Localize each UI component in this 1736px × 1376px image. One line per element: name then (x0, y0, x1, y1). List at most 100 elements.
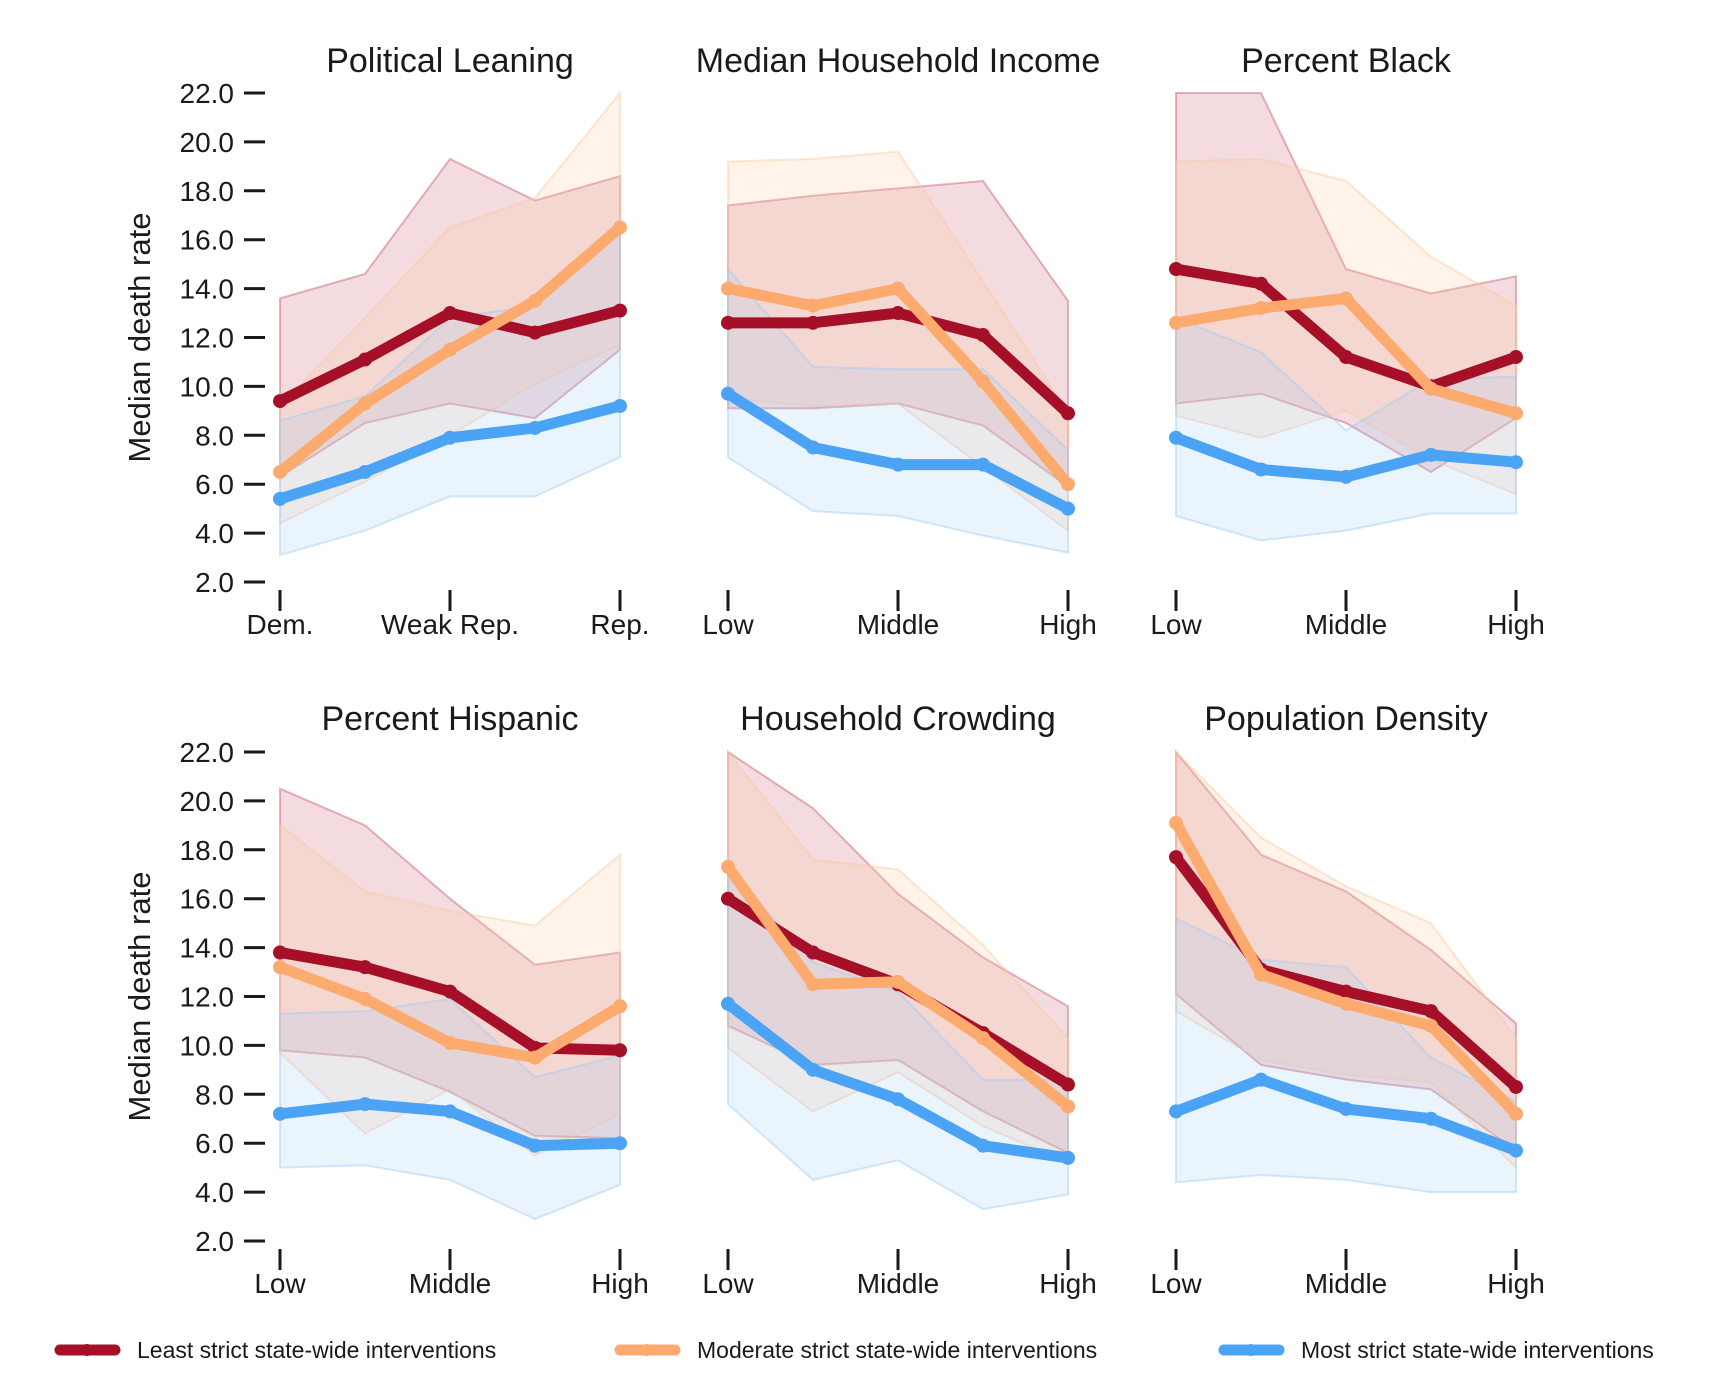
panel-title: Percent Black (1241, 42, 1452, 80)
point-most (528, 1138, 542, 1153)
point-moderate (891, 281, 905, 296)
point-moderate (443, 1035, 457, 1050)
y-tick-label: 10.0 (180, 371, 235, 402)
point-most (891, 457, 905, 472)
panel-2: Median Household Income Low Middle High (696, 42, 1100, 640)
point-most (358, 464, 372, 479)
point-most (1424, 1111, 1438, 1126)
y-tick-label: 6.0 (195, 1128, 234, 1159)
x-tick-label: High (591, 1268, 649, 1299)
point-moderate (1169, 815, 1183, 830)
point-most (1254, 462, 1268, 477)
legend-marker-most (1245, 1344, 1257, 1356)
point-least (976, 328, 990, 343)
point-moderate (528, 293, 542, 308)
panel-5: Household Crowding Low Middle High (702, 700, 1096, 1299)
x-tick-label: Rep. (590, 609, 649, 640)
point-least (721, 315, 735, 330)
band-moderate (727, 150, 1069, 533)
y-tick-label: 18.0 (180, 835, 235, 866)
point-least (528, 325, 542, 340)
y-tick-label: 6.0 (195, 469, 234, 500)
y-tick-label: 4.0 (195, 1177, 234, 1208)
x-tick-label: Middle (857, 1268, 939, 1299)
band-most (727, 266, 1069, 554)
point-most (1424, 447, 1438, 462)
point-most (976, 457, 990, 472)
y-tick-label: 22.0 (180, 737, 235, 768)
point-moderate (1169, 315, 1183, 330)
panel-3: Percent Black Low Middle High (1150, 42, 1544, 640)
point-moderate (1509, 1106, 1523, 1121)
x-tick-label: High (1039, 609, 1097, 640)
x-tick-label: High (1487, 1268, 1545, 1299)
point-most (1061, 1150, 1075, 1165)
legend-marker-moderate (641, 1344, 653, 1356)
point-least (1254, 276, 1268, 291)
x-tick-label: Low (702, 1268, 754, 1299)
point-moderate (358, 396, 372, 411)
y-tick-label: 8.0 (195, 1079, 234, 1110)
point-least (613, 1043, 627, 1058)
band-moderate (1175, 158, 1517, 496)
point-most (1339, 469, 1353, 484)
point-moderate (976, 374, 990, 389)
point-most (613, 398, 627, 413)
legend-label: Least strict state-wide interventions (137, 1337, 496, 1363)
point-most (891, 1092, 905, 1107)
point-moderate (976, 1031, 990, 1046)
panel-title: Household Crowding (740, 700, 1056, 738)
point-least (443, 306, 457, 321)
point-least (443, 984, 457, 999)
point-moderate (358, 991, 372, 1006)
point-least (1061, 1077, 1075, 1092)
y-tick-label: 16.0 (180, 884, 235, 915)
point-moderate (891, 974, 905, 989)
point-least (273, 394, 287, 409)
point-least (1424, 1004, 1438, 1019)
band-moderate (1175, 749, 1517, 1171)
panel-6: Population Density Low Middle High (1150, 700, 1544, 1299)
x-tick-label: Middle (1305, 609, 1387, 640)
y-tick-label: 14.0 (180, 274, 235, 305)
point-moderate (721, 859, 735, 874)
y-tick-label: 20.0 (180, 786, 235, 817)
x-tick-label: Weak Rep. (381, 609, 519, 640)
point-most (1509, 1143, 1523, 1158)
legend-marker-least (81, 1344, 93, 1356)
point-moderate (1339, 291, 1353, 306)
legend: Least strict state-wide interventions Mod… (54, 1337, 1654, 1363)
point-most (1254, 1072, 1268, 1087)
panel-1: Political Leaning 2.0 4.0 6.0 8.0 10.0 12.0 14.… (122, 42, 650, 640)
y-tick-label: 12.0 (180, 982, 235, 1013)
point-moderate (721, 281, 735, 296)
legend-label: Most strict state-wide interventions (1301, 1337, 1654, 1363)
x-tick-label: High (1039, 1268, 1097, 1299)
point-most (1169, 1104, 1183, 1119)
point-moderate (1339, 996, 1353, 1011)
y-tick-label: 22.0 (180, 78, 235, 109)
x-tick-label: Middle (409, 1268, 491, 1299)
x-tick-label: Dem. (247, 609, 314, 640)
point-least (613, 303, 627, 318)
point-least (806, 315, 820, 330)
point-most (721, 386, 735, 401)
point-moderate (613, 220, 627, 235)
panel-4: Percent Hispanic 2.0 4.0 6.0 8.0 10.0 12.0 14.0… (122, 700, 649, 1299)
point-least (358, 960, 372, 975)
x-tick-label: Low (1150, 1268, 1202, 1299)
point-moderate (1424, 381, 1438, 396)
x-tick-label: Low (254, 1268, 306, 1299)
point-most (976, 1138, 990, 1153)
point-most (273, 491, 287, 506)
point-moderate (806, 298, 820, 313)
panel-title: Percent Hispanic (321, 700, 578, 738)
panel-title: Population Density (1204, 700, 1488, 738)
y-tick-label: 8.0 (195, 420, 234, 451)
point-least (1509, 1079, 1523, 1094)
x-tick-label: Low (1150, 609, 1202, 640)
point-least (1339, 984, 1353, 999)
point-most (1061, 501, 1075, 516)
point-most (613, 1136, 627, 1151)
